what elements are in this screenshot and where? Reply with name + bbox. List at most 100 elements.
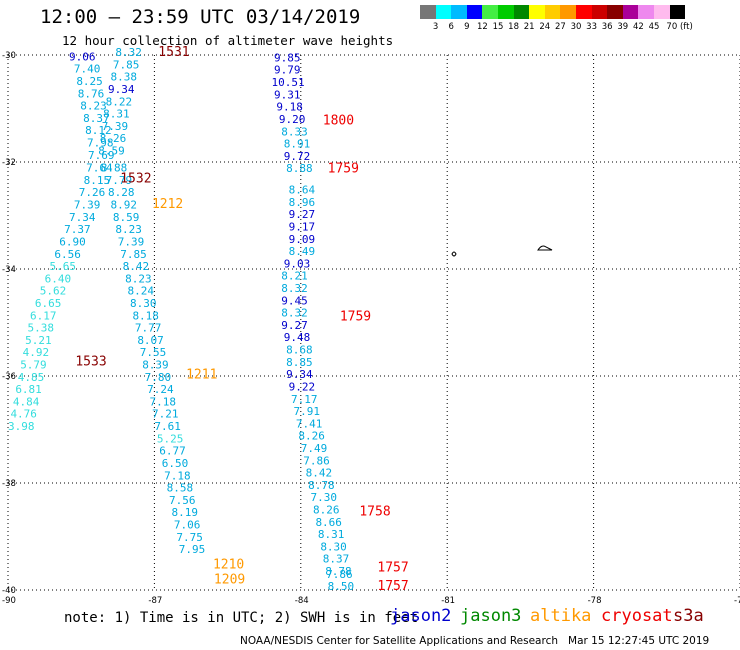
colorbar-swatch [435,5,452,19]
wave-height-value: 8.68 [286,344,313,357]
wave-height-value: 8.88 [286,162,313,175]
pass-time-label: 1757 [377,579,408,594]
wave-height-value: 3.98 [8,420,35,433]
wave-height-value: 8.91 [284,138,311,151]
wave-height-value: 5.21 [25,334,52,347]
wave-height-value: 9.20 [279,113,306,126]
wave-height-value: 9.85 [274,51,301,64]
wave-height-value: 8.28 [108,186,135,199]
lon-label: -87 [148,596,162,606]
wave-height-value: 8.19 [171,506,198,519]
wave-height-value: 4.85 [18,371,45,384]
wave-height-value: 8.59 [98,145,125,158]
wave-height-value: 9.09 [289,233,316,246]
pass-time-label: 1759 [340,309,371,324]
wave-height-value: 6.40 [45,272,72,285]
colorbar-label: 70 (ft) [666,22,693,32]
lat-label: -38 [2,479,16,489]
footer-note: note: 1) Time is in UTC; 2) SWH is in fe… [64,610,419,626]
wave-height-value: 7.80 [145,371,172,384]
wave-height-value: 7.56 [169,494,196,507]
wave-height-value: 7.26 [79,186,106,199]
wave-height-value: 8.32 [281,307,308,320]
colorbar-swatch [669,5,686,19]
wave-height-value: 6.56 [54,248,81,261]
island-shape [451,251,457,257]
wave-height-value: 7.64 [86,162,113,175]
island-shape [537,245,553,251]
wave-height-value: 8.96 [289,196,316,209]
wave-height-value: 7.55 [140,346,167,359]
wave-height-value: 8.30 [130,297,157,310]
colorbar-label: 3 [432,22,439,32]
wave-height-value: 5.38 [28,322,55,335]
lat-label: -30 [2,51,16,61]
lat-label: -36 [2,372,16,382]
colorbar-label: 15 [492,22,504,32]
wave-height-value: 6.90 [59,235,86,248]
wave-height-value: 8.66 [315,516,342,529]
wave-height-value: 8.78 [308,479,335,492]
pass-time-label: 1800 [323,114,354,129]
pass-time-label: 1212 [152,197,183,212]
colorbar-swatch [482,5,498,19]
wave-height-value: 8.22 [106,95,133,108]
wave-height-value: 8.32 [115,46,142,59]
wave-height-value: 7.37 [64,223,91,236]
credit-line: NOAA/NESDIS Center for Satellite Applica… [240,635,710,647]
wave-height-value: 7.85 [120,248,146,261]
wave-height-value: 8.32 [281,282,308,295]
pass-time-label: 1209 [214,573,245,588]
wave-height-value: 9.27 [289,208,316,221]
wave-height-value: 7.91 [293,405,320,418]
colorbar-label: 27 [554,22,566,32]
lon-label: -81 [441,596,455,606]
wave-height-value: 8.42 [123,260,149,273]
wave-height-value: 9.03 [284,257,311,270]
pass-time-label: 1532 [120,171,151,186]
lat-label: -40 [2,586,16,596]
wave-height-value: 5.62 [40,285,67,298]
wave-height-value: 7.61 [154,420,181,433]
lon-label: -90 [2,596,16,606]
wave-height-value: 8.50 [328,580,355,593]
wave-height-value: 7.21 [152,408,179,421]
wave-height-value: 8.59 [113,211,140,224]
wave-height-value: 8.24 [128,285,155,298]
wave-height-value: 7.17 [291,393,318,406]
colorbar-swatch [654,5,670,19]
wave-height-value: 9.48 [284,331,311,344]
legend-s3a: s3a [673,606,704,626]
wave-height-value: 8.26 [298,430,325,443]
wave-height-value: 8.76 [78,87,105,100]
wave-height-value: 9.45 [281,294,308,307]
wave-height-value: 9.18 [276,101,303,114]
colorbar-swatch [607,5,623,19]
colorbar-swatch [544,5,561,19]
wave-height-value: 8.38 [110,71,137,84]
wave-height-value: 8.85 [286,356,313,369]
colorbar-label: 42 [632,22,644,32]
wave-height-value: 9.06 [69,50,96,63]
wave-height-value: 7.30 [311,491,338,504]
wave-height-value: 9.72 [284,150,311,163]
wave-height-value: 8.58 [167,482,194,495]
lon-label: -78 [588,596,602,606]
wave-height-value: 6.81 [15,383,42,396]
colorbar-label: 12 [476,22,488,32]
wave-height-value: 8.07 [137,334,164,347]
wave-height-value: 7.77 [135,322,162,335]
colorbar-swatch [576,5,592,19]
wave-height-value: 8.92 [110,199,137,212]
colorbar-swatch [591,5,608,19]
wave-height-value: 8.31 [318,528,345,541]
wave-height-value: 4.84 [13,395,40,408]
wave-height-value: 7.40 [74,63,101,76]
page-title: 12:00 — 23:59 UTC 03/14/2019 [40,6,361,28]
colorbar-swatch [622,5,639,19]
wave-height-value: 7.75 [176,531,203,544]
wave-height-value: 7.69 [88,149,115,162]
colorbar-label: 24 [539,22,551,32]
lon-label: -75 [734,596,740,606]
